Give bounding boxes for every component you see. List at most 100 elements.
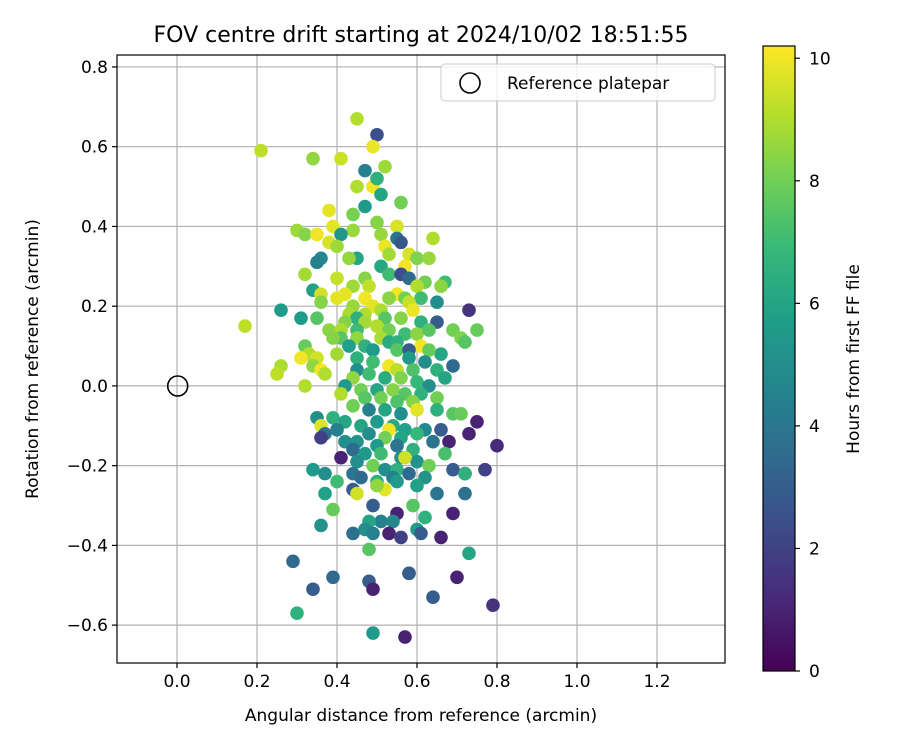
data-point xyxy=(382,526,396,541)
data-point xyxy=(374,227,388,242)
colorbar-tick-label: 10 xyxy=(809,49,831,69)
data-point xyxy=(294,311,308,325)
data-point xyxy=(326,502,340,517)
data-point xyxy=(346,207,360,222)
data-point xyxy=(310,255,324,270)
data-point xyxy=(422,458,436,473)
data-point xyxy=(390,474,404,489)
data-point xyxy=(410,403,424,417)
data-point xyxy=(350,486,364,501)
data-point xyxy=(362,367,376,381)
data-point xyxy=(370,414,384,429)
y-axis-ticks: −0.6 −0.4 −0.2 0.0 0.2 0.4 0.6 0.8 xyxy=(67,58,117,636)
data-point xyxy=(310,227,324,242)
data-point xyxy=(430,295,444,309)
data-point xyxy=(286,554,300,569)
data-point xyxy=(298,227,312,242)
data-point xyxy=(394,407,408,421)
data-point xyxy=(350,111,364,126)
data-point xyxy=(366,526,380,541)
data-point xyxy=(330,271,344,286)
data-point xyxy=(330,422,344,437)
data-point xyxy=(374,187,388,202)
data-point xyxy=(390,219,404,234)
data-point xyxy=(490,438,504,453)
colorbar-tick-label: 8 xyxy=(809,172,820,192)
data-point xyxy=(406,498,420,513)
data-point xyxy=(366,498,380,513)
data-point xyxy=(378,159,392,174)
data-point xyxy=(370,319,384,333)
data-point xyxy=(362,403,376,417)
data-point xyxy=(330,239,344,254)
data-point xyxy=(326,411,340,425)
data-point xyxy=(454,407,468,421)
data-point xyxy=(350,351,364,365)
data-point xyxy=(362,279,376,294)
data-point xyxy=(422,251,436,266)
scatter-points xyxy=(238,111,504,644)
y-tick-label: 0.4 xyxy=(81,217,108,237)
data-point xyxy=(374,446,388,461)
data-point xyxy=(378,371,392,385)
data-point xyxy=(362,426,376,441)
data-point xyxy=(458,335,472,349)
data-point xyxy=(402,566,416,581)
data-point xyxy=(306,462,320,477)
data-point xyxy=(438,371,452,385)
data-point xyxy=(306,582,320,597)
data-point xyxy=(310,311,324,325)
data-point xyxy=(326,331,340,345)
colorbar-tick-label: 6 xyxy=(809,294,820,314)
data-point xyxy=(378,403,392,417)
data-point xyxy=(462,426,476,441)
data-point xyxy=(350,179,364,194)
data-point xyxy=(426,434,440,449)
data-point xyxy=(430,391,444,405)
legend-marker xyxy=(459,72,481,94)
plot-frame xyxy=(116,54,726,664)
data-point xyxy=(394,195,408,210)
data-point xyxy=(370,478,384,493)
data-point xyxy=(406,363,420,377)
x-tick-label: 0.4 xyxy=(323,672,350,692)
data-point xyxy=(318,486,332,501)
data-point xyxy=(370,215,384,230)
data-point xyxy=(358,199,372,214)
data-point xyxy=(374,514,388,529)
data-point xyxy=(418,510,432,525)
data-point xyxy=(422,343,436,357)
data-point xyxy=(414,526,428,541)
data-point xyxy=(298,379,312,393)
data-point xyxy=(410,279,424,294)
chart-title: FOV centre drift starting at 2024/10/02 … xyxy=(154,23,689,48)
data-point xyxy=(334,151,348,166)
data-point xyxy=(358,391,372,405)
data-point xyxy=(382,291,396,306)
data-point xyxy=(394,235,408,250)
y-tick-label: 0.0 xyxy=(81,377,108,397)
data-point xyxy=(330,291,344,306)
data-point xyxy=(386,383,400,397)
data-point xyxy=(434,347,448,361)
data-point xyxy=(394,311,408,325)
data-point xyxy=(462,303,476,317)
data-point xyxy=(350,454,364,469)
data-point xyxy=(330,474,344,489)
x-tick-label: 0.8 xyxy=(483,672,510,692)
x-axis-ticks: 0.0 0.2 0.4 0.6 0.8 1.0 1.2 xyxy=(163,663,671,692)
data-point xyxy=(366,458,380,473)
colorbar-tick-label: 0 xyxy=(809,662,820,682)
data-point xyxy=(434,422,448,437)
data-point xyxy=(366,139,380,154)
reference-marker xyxy=(166,375,189,397)
data-point xyxy=(398,630,412,644)
y-tick-label: −0.6 xyxy=(67,616,108,636)
data-point xyxy=(306,151,320,166)
y-tick-label: 0.2 xyxy=(81,297,108,317)
legend: Reference platepar xyxy=(440,63,716,102)
data-point xyxy=(318,367,332,381)
data-point xyxy=(410,426,424,441)
colorbar xyxy=(762,45,796,672)
